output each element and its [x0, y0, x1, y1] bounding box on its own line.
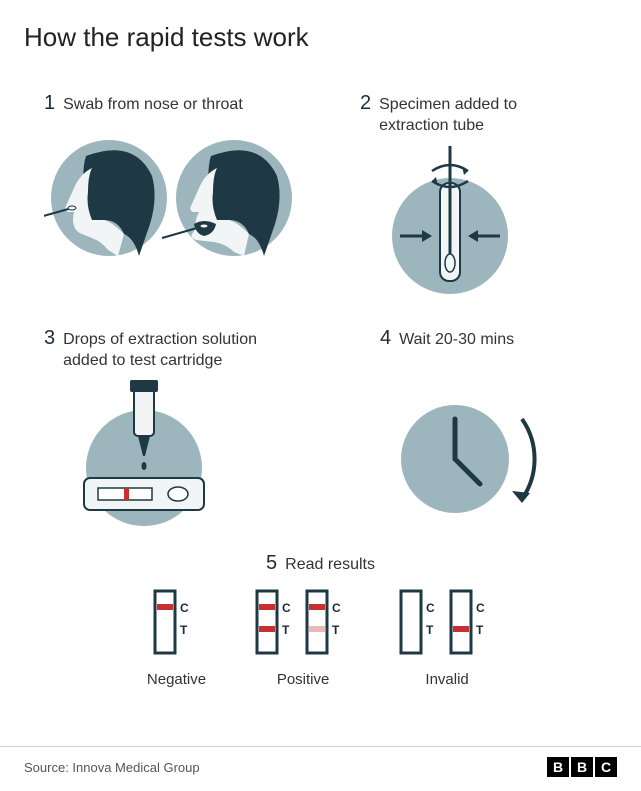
step-5-label: 5 Read results: [0, 553, 641, 576]
step-2-num: 2: [360, 93, 371, 113]
footer: Source: Innova Medical Group B B C: [0, 746, 641, 791]
result-positive: C T C T Positive: [256, 590, 350, 688]
test-strip: C T: [306, 590, 350, 659]
swab-icon: [44, 128, 304, 278]
step-5-num: 5: [266, 553, 277, 573]
svg-text:C: C: [180, 601, 189, 615]
step-5: 5 Read results C T Negative C T C T Posi…: [0, 553, 641, 688]
step-5-text: Read results: [285, 553, 375, 576]
svg-text:T: T: [476, 623, 484, 637]
result-label: Negative: [147, 671, 206, 688]
step-1: 1 Swab from nose or throat: [44, 93, 304, 283]
step-1-text: Swab from nose or throat: [63, 93, 243, 116]
step-4-label: 4 Wait 20-30 mins: [380, 328, 560, 351]
svg-text:C: C: [282, 601, 291, 615]
source-text: Source: Innova Medical Group: [24, 760, 200, 775]
result-label: Positive: [256, 671, 350, 688]
step-3-text: Drops of extraction solution added to te…: [63, 328, 257, 372]
step-2-label: 2 Specimen added to extraction tube: [360, 93, 540, 137]
step-1-num: 1: [44, 93, 55, 113]
bbc-logo: B B C: [547, 757, 617, 777]
step-1-label: 1 Swab from nose or throat: [44, 93, 304, 116]
clock-icon: [380, 379, 560, 539]
tube-icon: [370, 141, 540, 311]
svg-text:C: C: [476, 601, 485, 615]
step-3-label: 3 Drops of extraction solution added to …: [44, 328, 257, 372]
test-strip: C T: [400, 590, 444, 659]
svg-text:T: T: [180, 623, 188, 637]
step-4-num: 4: [380, 328, 391, 348]
test-strip: C T: [154, 590, 198, 659]
test-strip: C T: [450, 590, 494, 659]
step-4-text: Wait 20-30 mins: [399, 328, 514, 351]
bbc-b1: B: [547, 757, 569, 777]
results-row: C T Negative C T C T Positive C T C T In…: [0, 590, 641, 688]
bbc-b2: B: [571, 757, 593, 777]
step-2: 2 Specimen added to extraction tube: [360, 93, 540, 316]
step-3: 3 Drops of extraction solution added to …: [44, 328, 257, 553]
result-invalid: C T C T Invalid: [400, 590, 494, 688]
cartridge-icon: [54, 378, 254, 548]
test-strip: C T: [256, 590, 300, 659]
step-2-text: Specimen added to extraction tube: [379, 93, 517, 137]
svg-text:C: C: [426, 601, 435, 615]
bbc-c: C: [595, 757, 617, 777]
result-negative: C T Negative: [147, 590, 206, 688]
svg-text:T: T: [332, 623, 340, 637]
step-3-num: 3: [44, 328, 55, 348]
step-4: 4 Wait 20-30 mins: [380, 328, 560, 544]
result-label: Invalid: [400, 671, 494, 688]
svg-text:T: T: [282, 623, 290, 637]
svg-text:C: C: [332, 601, 341, 615]
page-title: How the rapid tests work: [0, 0, 641, 53]
svg-text:T: T: [426, 623, 434, 637]
